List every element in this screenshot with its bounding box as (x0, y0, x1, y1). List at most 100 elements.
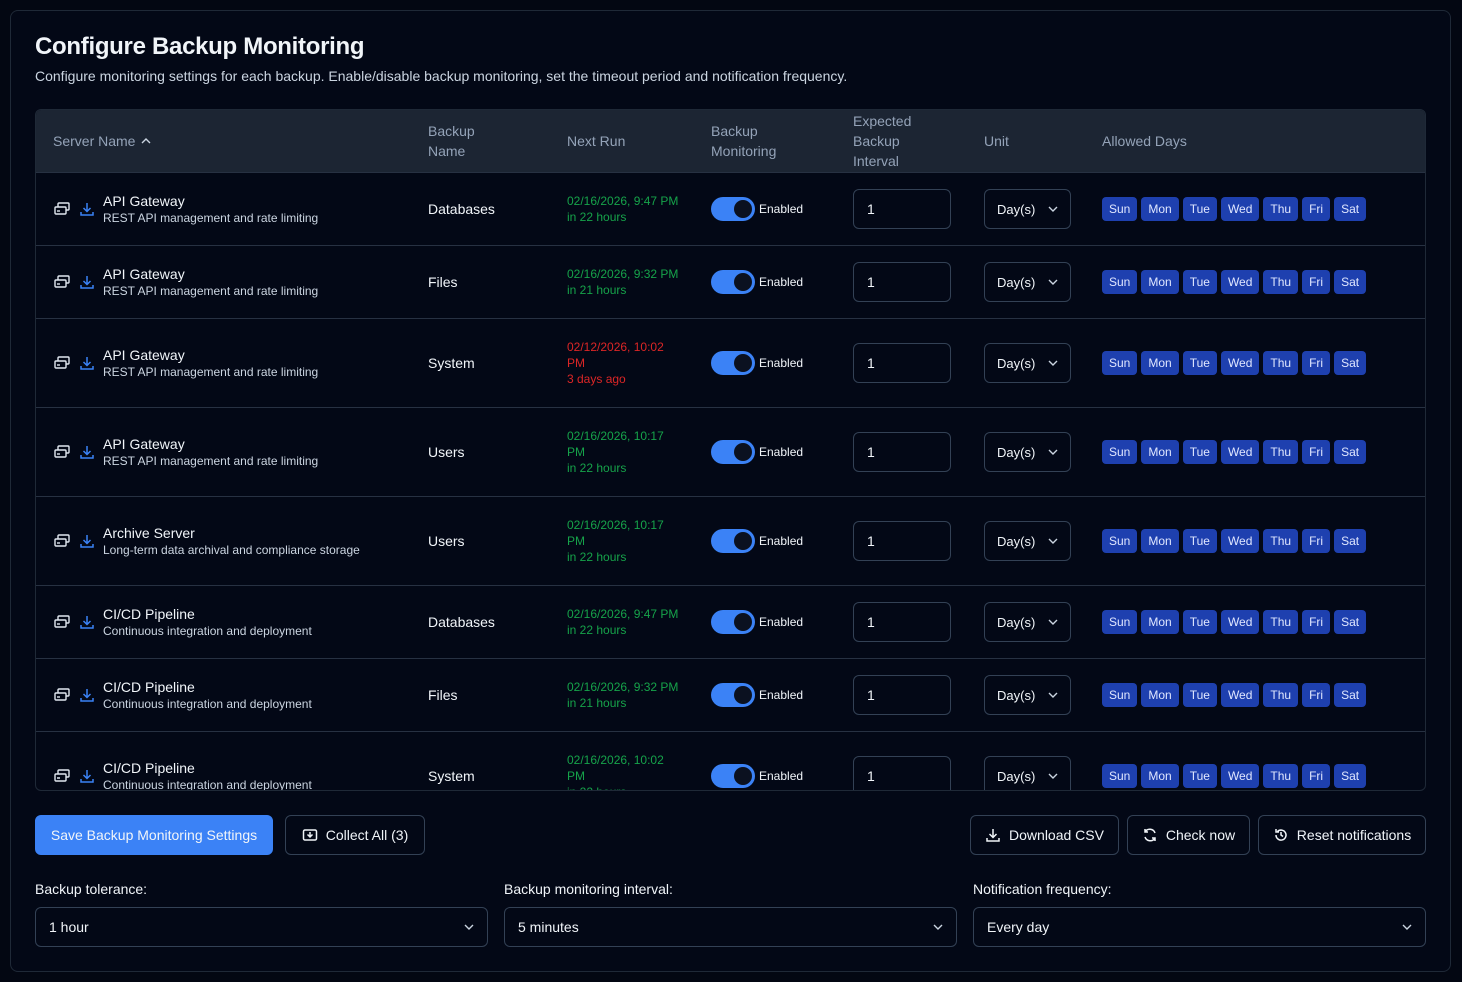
toggle-switch[interactable] (711, 270, 755, 294)
save-button[interactable]: Save Backup Monitoring Settings (35, 815, 273, 855)
day-chip[interactable]: Fri (1302, 351, 1331, 375)
day-chip[interactable]: Fri (1302, 270, 1331, 294)
reset-button[interactable]: Reset notifications (1258, 815, 1426, 855)
day-chip[interactable]: Tue (1182, 610, 1217, 634)
day-chip[interactable]: Tue (1182, 764, 1217, 788)
day-chip[interactable]: Thu (1263, 270, 1299, 294)
day-chip[interactable]: Thu (1263, 683, 1299, 707)
day-chip[interactable]: Fri (1302, 440, 1331, 464)
day-chip[interactable]: Tue (1182, 529, 1217, 553)
day-chip[interactable]: Fri (1302, 683, 1331, 707)
day-chip[interactable]: Fri (1302, 197, 1331, 221)
day-chip[interactable]: Sat (1334, 440, 1367, 464)
unit-select[interactable]: Day(s) (984, 602, 1071, 642)
interval-input[interactable]: 1 (853, 432, 951, 472)
day-chip[interactable]: Wed (1220, 197, 1260, 221)
day-chip[interactable]: Sat (1334, 270, 1367, 294)
day-chip[interactable]: Thu (1263, 197, 1299, 221)
monitoring-toggle[interactable]: Enabled (711, 351, 836, 375)
interval-input[interactable]: 1 (853, 602, 951, 642)
unit-select[interactable]: Day(s) (984, 675, 1071, 715)
monitoring-toggle[interactable]: Enabled (711, 529, 836, 553)
setting-select[interactable]: 5 minutes (504, 907, 957, 947)
monitoring-toggle[interactable]: Enabled (711, 683, 836, 707)
day-chip[interactable]: Thu (1263, 764, 1299, 788)
setting-select[interactable]: Every day (973, 907, 1426, 947)
monitoring-toggle[interactable]: Enabled (711, 764, 836, 788)
unit-select[interactable]: Day(s) (984, 343, 1071, 383)
day-chip[interactable]: Tue (1182, 683, 1217, 707)
day-chip[interactable]: Thu (1263, 610, 1299, 634)
day-chip[interactable]: Tue (1182, 440, 1217, 464)
day-chip[interactable]: Thu (1263, 351, 1299, 375)
unit-select[interactable]: Day(s) (984, 189, 1071, 229)
day-chip[interactable]: Mon (1141, 764, 1179, 788)
toggle-switch[interactable] (711, 197, 755, 221)
day-chip[interactable]: Sat (1334, 197, 1367, 221)
day-chip[interactable]: Sun (1102, 351, 1138, 375)
toggle-switch[interactable] (711, 351, 755, 375)
unit-select[interactable]: Day(s) (984, 521, 1071, 561)
day-chip[interactable]: Mon (1141, 440, 1179, 464)
unit-select[interactable]: Day(s) (984, 262, 1071, 302)
toggle-switch[interactable] (711, 764, 755, 788)
day-chip[interactable]: Fri (1302, 764, 1331, 788)
day-chip[interactable]: Mon (1141, 270, 1179, 294)
day-chip[interactable]: Sat (1334, 529, 1367, 553)
day-chip[interactable]: Wed (1220, 529, 1260, 553)
day-chip[interactable]: Fri (1302, 529, 1331, 553)
unit-select[interactable]: Day(s) (984, 756, 1071, 790)
day-chip[interactable]: Sun (1102, 683, 1138, 707)
unit-select[interactable]: Day(s) (984, 432, 1071, 472)
monitoring-toggle[interactable]: Enabled (711, 270, 836, 294)
setting-select[interactable]: 1 hour (35, 907, 488, 947)
interval-input[interactable]: 1 (853, 343, 951, 383)
day-chip[interactable]: Tue (1182, 270, 1217, 294)
interval-input[interactable]: 1 (853, 521, 951, 561)
interval-input[interactable]: 1 (853, 675, 951, 715)
day-chip[interactable]: Mon (1141, 197, 1179, 221)
monitoring-cell: Enabled (694, 440, 836, 464)
day-chip[interactable]: Mon (1141, 351, 1179, 375)
download-button[interactable]: Download CSV (970, 815, 1119, 855)
day-chip[interactable]: Sat (1334, 610, 1367, 634)
collect-button[interactable]: Collect All (3) (285, 815, 425, 855)
toggle-switch[interactable] (711, 529, 755, 553)
day-chip[interactable]: Sat (1334, 351, 1367, 375)
day-chip[interactable]: Wed (1220, 683, 1260, 707)
monitoring-toggle[interactable]: Enabled (711, 610, 836, 634)
day-chip[interactable]: Mon (1141, 610, 1179, 634)
day-chip[interactable]: Thu (1263, 529, 1299, 553)
interval-input[interactable]: 1 (853, 189, 951, 229)
day-chip[interactable]: Wed (1220, 610, 1260, 634)
day-chip[interactable]: Mon (1141, 683, 1179, 707)
toggle-label: Enabled (759, 688, 804, 702)
column-label: Allowed Days (1102, 133, 1187, 149)
day-chip[interactable]: Sun (1102, 270, 1138, 294)
interval-input[interactable]: 1 (853, 262, 951, 302)
day-chip[interactable]: Mon (1141, 529, 1179, 553)
toggle-switch[interactable] (711, 610, 755, 634)
day-chip[interactable]: Tue (1182, 197, 1217, 221)
day-chip[interactable]: Wed (1220, 764, 1260, 788)
day-chip[interactable]: Sun (1102, 440, 1138, 464)
toggle-label: Enabled (759, 769, 804, 783)
toggle-switch[interactable] (711, 440, 755, 464)
check-button[interactable]: Check now (1127, 815, 1250, 855)
interval-input[interactable]: 1 (853, 756, 951, 790)
day-chip[interactable]: Wed (1220, 440, 1260, 464)
toggle-switch[interactable] (711, 683, 755, 707)
day-chip[interactable]: Sun (1102, 610, 1138, 634)
day-chip[interactable]: Wed (1220, 351, 1260, 375)
day-chip[interactable]: Tue (1182, 351, 1217, 375)
day-chip[interactable]: Sat (1334, 764, 1367, 788)
day-chip[interactable]: Fri (1302, 610, 1331, 634)
day-chip[interactable]: Sun (1102, 197, 1138, 221)
day-chip[interactable]: Thu (1263, 440, 1299, 464)
day-chip[interactable]: Sun (1102, 529, 1138, 553)
day-chip[interactable]: Sun (1102, 764, 1138, 788)
day-chip[interactable]: Sat (1334, 683, 1367, 707)
monitoring-toggle[interactable]: Enabled (711, 440, 836, 464)
monitoring-toggle[interactable]: Enabled (711, 197, 836, 221)
day-chip[interactable]: Wed (1220, 270, 1260, 294)
